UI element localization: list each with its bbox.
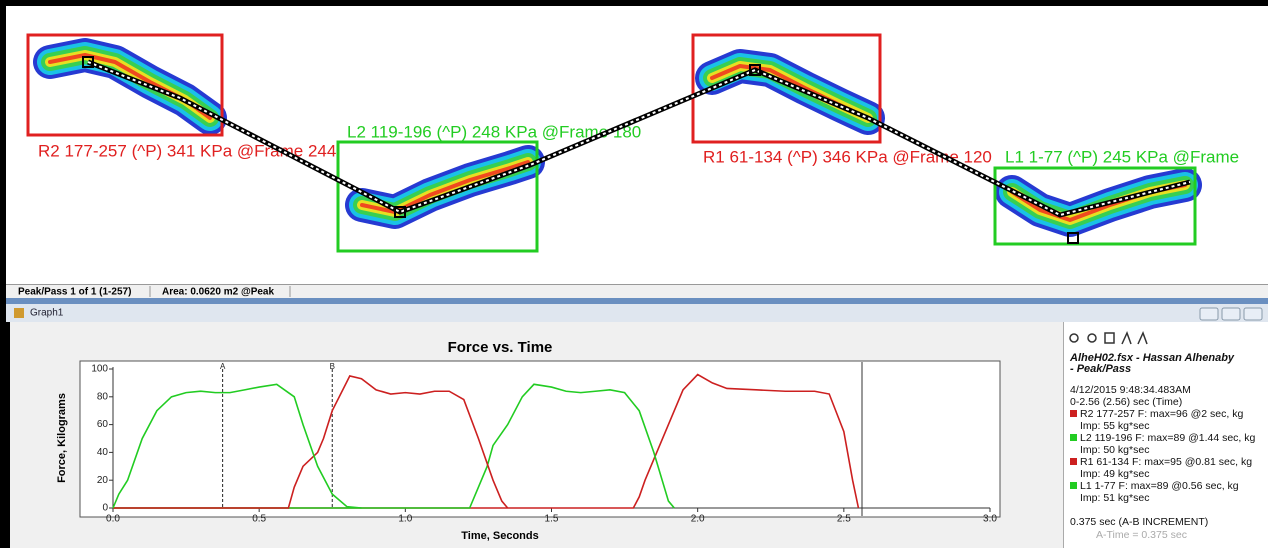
y-tick-label: 80: [97, 391, 109, 402]
legend-swatch: [1070, 410, 1077, 417]
minimize-button[interactable]: [1200, 308, 1218, 320]
window-icon: [14, 308, 24, 318]
legend-swatch: [1070, 458, 1077, 465]
legend-impulse: Imp: 50 kg*sec: [1080, 444, 1149, 456]
page: { "footprints": [ {"label": "R2 177-257 …: [0, 0, 1268, 548]
legend-entry: R2 177-257 F: max=96 @2 sec, kg: [1080, 408, 1243, 420]
chart-title: Force vs. Time: [448, 339, 553, 356]
y-tick-label: 40: [97, 447, 109, 458]
y-tick-label: 20: [97, 475, 109, 486]
legend-entry: L2 119-196 F: max=89 @1.44 sec, kg: [1080, 432, 1256, 444]
x-tick-label: 0.5: [252, 514, 266, 525]
window-title: Graph1: [30, 308, 64, 319]
screen: R2 177-257 (^P) 341 KPa @Frame 244L2 119…: [0, 0, 1268, 548]
x-tick-label: 0.0: [106, 514, 120, 525]
close-button[interactable]: [1244, 308, 1262, 320]
time-range: 0-2.56 (2.56) sec (Time): [1070, 396, 1182, 408]
legend-entry: R1 61-134 F: max=95 @0.81 sec, kg: [1080, 456, 1252, 468]
legend-impulse: Imp: 49 kg*sec: [1080, 468, 1149, 480]
x-tick-label: 1.5: [545, 514, 559, 525]
x-axis-label: Time, Seconds: [461, 530, 538, 542]
timestamp: 4/12/2015 9:48:34.483AM: [1070, 384, 1191, 396]
file-title: - Peak/Pass: [1070, 363, 1131, 375]
legend-swatch: [1070, 434, 1077, 441]
legend-impulse: Imp: 51 kg*sec: [1080, 492, 1149, 504]
marker-label: A: [220, 362, 226, 371]
x-tick-label: 2.0: [691, 514, 705, 525]
legend-swatch: [1070, 482, 1077, 489]
increment: 0.375 sec (A-B INCREMENT): [1070, 516, 1208, 528]
y-tick-label: 0: [102, 503, 108, 514]
x-tick-label: 1.0: [398, 514, 412, 525]
marker-label: B: [330, 362, 335, 371]
separator: [6, 298, 1268, 304]
status-text: Area: 0.0620 m2 @Peak: [162, 287, 274, 298]
y-tick-label: 60: [97, 419, 109, 430]
window-titlebar: [6, 304, 1268, 322]
legend-impulse: Imp: 55 kg*sec: [1080, 420, 1149, 432]
x-tick-label: 2.5: [837, 514, 851, 525]
legend-entry: L1 1-77 F: max=89 @0.56 sec, kg: [1080, 480, 1239, 492]
x-tick-label: 3.0: [983, 514, 997, 525]
maximize-button[interactable]: [1222, 308, 1240, 320]
y-tick-label: 100: [91, 364, 108, 375]
status-text: Peak/Pass 1 of 1 (1-257): [18, 287, 131, 298]
y-axis-label: Force, Kilograms: [56, 393, 68, 483]
a-time: A-Time = 0.375 sec: [1096, 529, 1187, 541]
footprint-label: L1 1-77 (^P) 245 KPa @Frame: [1005, 147, 1239, 166]
